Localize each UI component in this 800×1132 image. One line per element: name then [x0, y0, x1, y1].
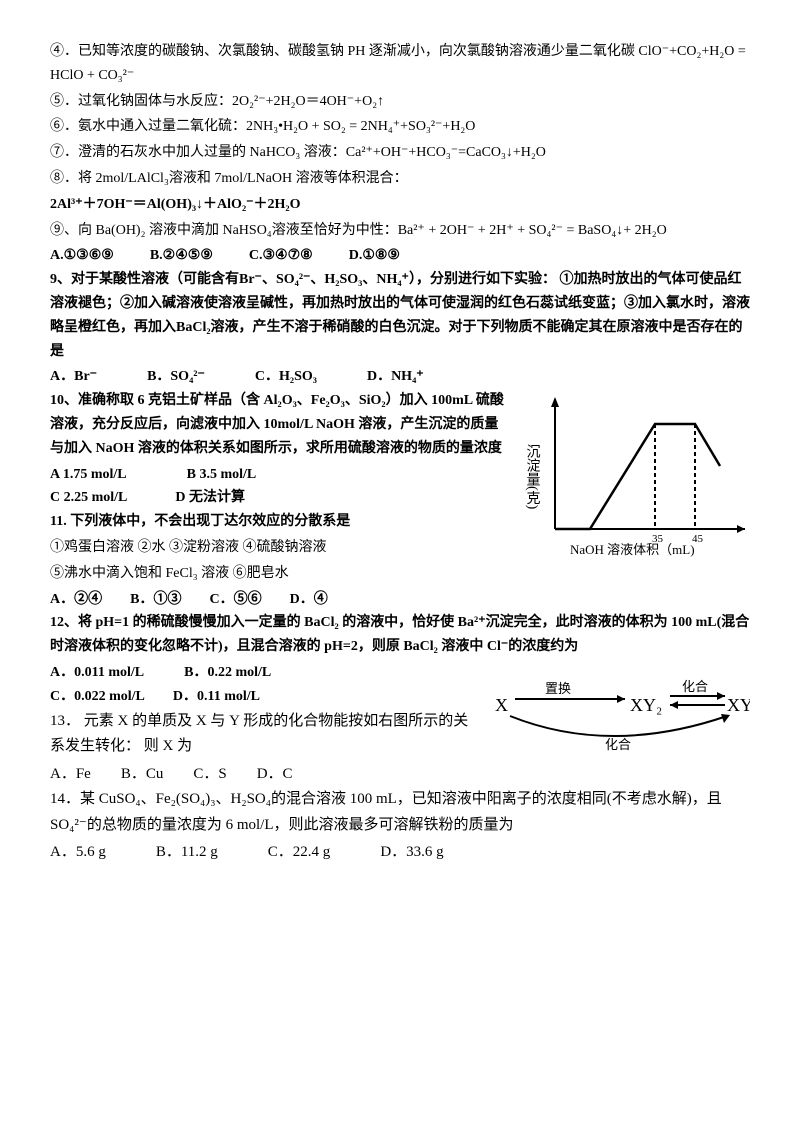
q14-options: A．5.6 g B．11.2 g C．22.4 g D．33.6 g	[50, 840, 750, 866]
q4-line8b: 2Al³⁺＋7OH⁻＝Al(OH)₃↓＋AlO₂⁻＋2H₂O	[50, 193, 750, 217]
q14-opt-d[interactable]: D．33.6 g	[380, 840, 443, 866]
q10-stem: 10、准确称取 6 克铝土矿样品（含 Al₂O₃、Fe₂O₃、SiO₂）加入 1…	[50, 389, 512, 460]
q14-opt-b[interactable]: B．11.2 g	[156, 840, 218, 866]
q13-opt-c[interactable]: C．S	[193, 762, 226, 788]
q9-opt-b[interactable]: B．SO₄²⁻	[147, 365, 205, 389]
q11-opt-b[interactable]: B．①③	[130, 588, 181, 612]
q9-opt-d[interactable]: D．NH₄⁺	[367, 365, 424, 389]
q11-opt-c[interactable]: C．⑤⑥	[209, 588, 261, 612]
q12-opt-d[interactable]: D．0.11 mol/L	[173, 685, 260, 709]
svg-text:XY₃: XY₃	[727, 695, 750, 715]
svg-text:NaOH 溶液体积（mL): NaOH 溶液体积（mL)	[570, 542, 695, 557]
q11-l3: ⑤沸水中滴入饱和 FeCl₃ 溶液 ⑥肥皂水	[50, 562, 512, 586]
q4-options: A.①③⑥⑨ B.②④⑤⑨ C.③④⑦⑧ D.①⑧⑨	[50, 244, 750, 268]
q9-opt-c[interactable]: C．H₂SO₃	[255, 365, 317, 389]
q4-line7: ⑦．澄清的石灰水中加人过量的 NaHCO₃ 溶液：Ca²⁺+OH⁻+HCO₃⁻=…	[50, 141, 750, 165]
q10-opt-a[interactable]: A 1.75 mol/L	[50, 463, 127, 487]
q4-opt-b[interactable]: B.②④⑤⑨	[150, 244, 213, 268]
q13-opt-d[interactable]: D．C	[257, 762, 293, 788]
q11-l2: ①鸡蛋白溶液 ②水 ③淀粉溶液 ④硫酸钠溶液	[50, 536, 512, 560]
q10-graph: 沉淀量(克) 35 45 NaOH 溶液体积（mL)	[520, 389, 750, 559]
q11-options: A．②④ B．①③ C．⑤⑥ D．④	[50, 588, 512, 612]
svg-text:化合: 化合	[605, 737, 631, 752]
q10-opt-c[interactable]: C 2.25 mol/L	[50, 486, 127, 510]
q4-line8: ⑧．将 2mol/LAlCl₃溶液和 7mol/LNaOH 溶液等体积混合：	[50, 167, 750, 191]
q14-opt-c[interactable]: C．22.4 g	[268, 840, 331, 866]
q13-diagram: X 置换 XY₂ 化合 XY₃ 化合	[490, 661, 750, 756]
q11-stem: 11. 下列液体中，不会出现丁达尔效应的分散系是	[50, 510, 512, 534]
q12-opt-a[interactable]: A．0.011 mol/L	[50, 661, 144, 685]
q4-opt-c[interactable]: C.③④⑦⑧	[249, 244, 313, 268]
q12-options: A．0.011 mol/L B．0.22 mol/L C．0.022 mol/L…	[50, 661, 482, 709]
q4-line5: ⑤．过氧化钠固体与水反应：2O₂²⁻+2H₂O＝4OH⁻+O₂↑	[50, 90, 750, 114]
svg-text:沉淀量(克): 沉淀量(克)	[525, 444, 541, 510]
q13-opt-b[interactable]: B．Cu	[121, 762, 164, 788]
q13-opt-a[interactable]: A．Fe	[50, 762, 91, 788]
q4-line9: ⑨、向 Ba(OH)₂ 溶液中滴加 NaHSO₄溶液至恰好为中性：Ba²⁺ + …	[50, 219, 750, 243]
svg-text:XY₂: XY₂	[630, 695, 662, 715]
q4-line1: ④．已知等浓度的碳酸钠、次氯酸钠、碳酸氢钠 PH 逐渐减小，向次氯酸钠溶液通少量…	[50, 40, 750, 88]
q12-stem: 12、将 pH=1 的稀硫酸慢慢加入一定量的 BaCl₂ 的溶液中，恰好使 Ba…	[50, 611, 750, 659]
q11-opt-d[interactable]: D．④	[290, 588, 328, 612]
q11-opt-a[interactable]: A．②④	[50, 588, 102, 612]
q14-stem: 14．某 CuSO₄、Fe₂(SO₄)₃、H₂SO₄的混合溶液 100 mL，已…	[50, 787, 750, 838]
svg-text:X: X	[495, 695, 508, 715]
svg-text:置换: 置换	[545, 681, 571, 696]
q10-opt-d[interactable]: D 无法计算	[175, 486, 245, 510]
q4-opt-d[interactable]: D.①⑧⑨	[349, 244, 400, 268]
q12-opt-c[interactable]: C．0.022 mol/L	[50, 685, 145, 709]
q9-stem: 9、对于某酸性溶液（可能含有Br⁻、SO₄²⁻、H₂SO₃、NH₄⁺），分别进行…	[50, 268, 750, 363]
q10-options: A 1.75 mol/L B 3.5 mol/L C 2.25 mol/L D …	[50, 463, 512, 511]
q12-opt-b[interactable]: B．0.22 mol/L	[184, 661, 271, 685]
q4-line6: ⑥．氨水中通入过量二氧化硫：2NH₃•H₂O + SO₂ = 2NH₄⁺+SO₃…	[50, 115, 750, 139]
q13-stem: 13． 元素 X 的单质及 X 与 Y 形成的化合物能按如右图所示的关系发生转化…	[50, 709, 482, 760]
q13-options: A．Fe B．Cu C．S D．C	[50, 762, 482, 788]
q14-opt-a[interactable]: A．5.6 g	[50, 840, 106, 866]
q10-opt-b[interactable]: B 3.5 mol/L	[187, 463, 257, 487]
svg-text:化合: 化合	[682, 679, 708, 694]
q9-opt-a[interactable]: A．Br⁻	[50, 365, 97, 389]
q4-opt-a[interactable]: A.①③⑥⑨	[50, 244, 114, 268]
q9-options: A．Br⁻ B．SO₄²⁻ C．H₂SO₃ D．NH₄⁺	[50, 365, 750, 389]
